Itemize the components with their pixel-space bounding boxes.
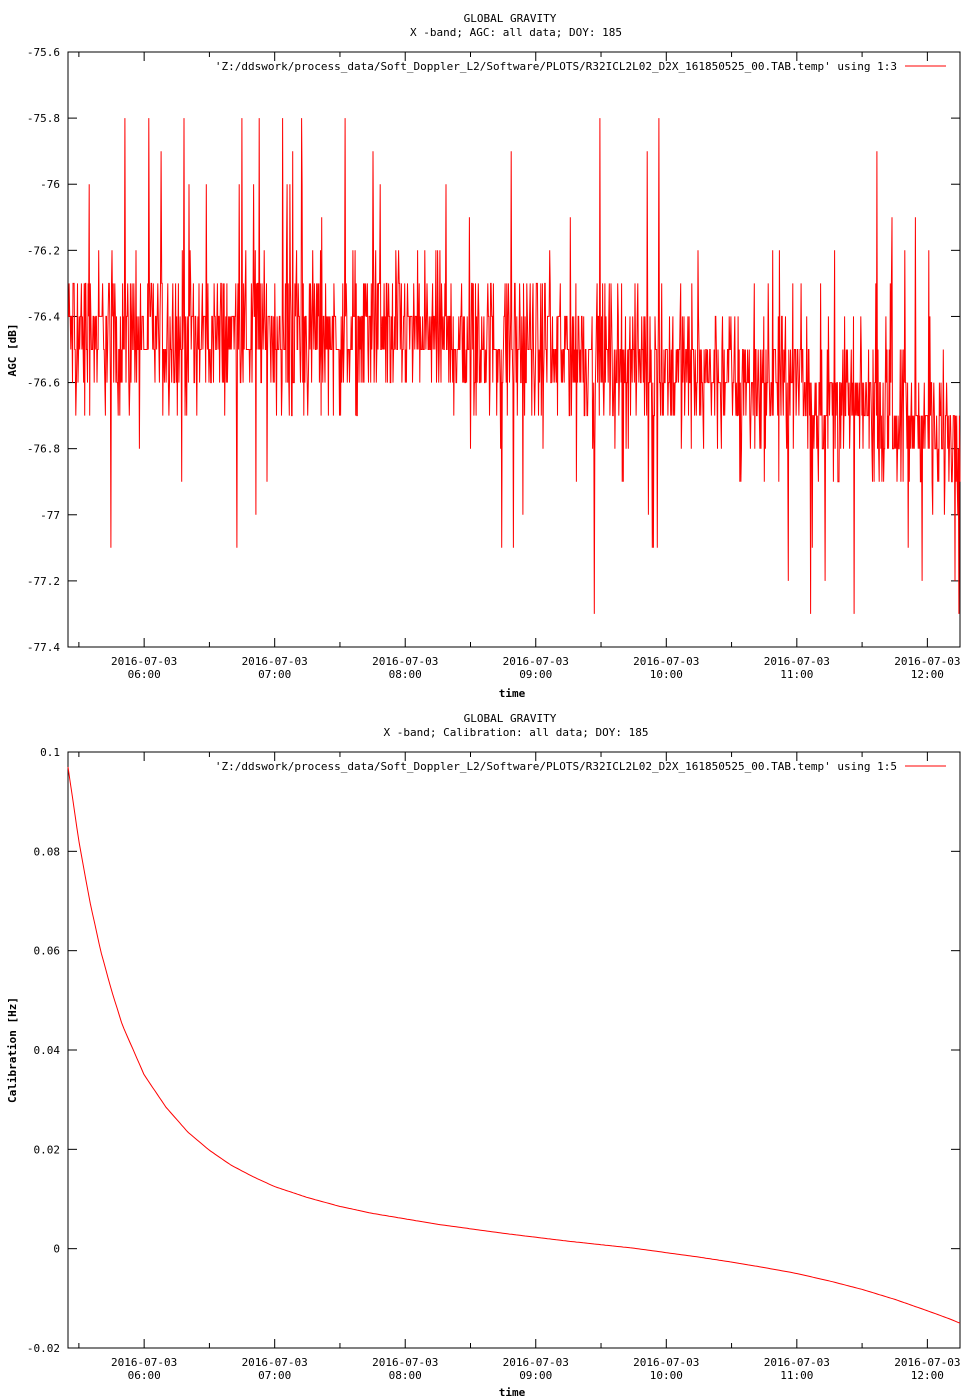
x-tick-label-time: 09:00	[519, 1369, 552, 1382]
chart-agc: GLOBAL GRAVITY X -band; AGC: all data; D…	[6, 12, 961, 700]
y-tick-label: -76	[40, 178, 60, 191]
x-tick-label-date: 2016-07-03	[372, 655, 438, 668]
series-area	[67, 766, 961, 1324]
y-tick-label: -76.4	[27, 310, 60, 323]
chart-subtitle: X -band; AGC: all data; DOY: 185	[410, 26, 622, 39]
x-tick-label-time: 10:00	[650, 668, 683, 681]
y-tick-label: -75.6	[27, 46, 60, 59]
y-tick-label: -76.8	[27, 443, 60, 456]
y-axis-label: AGC [dB]	[6, 324, 19, 377]
x-tick-label-time: 12:00	[911, 668, 944, 681]
x-tick-label-time: 10:00	[650, 1369, 683, 1382]
x-tick-label-time: 08:00	[389, 668, 422, 681]
x-tick-label-time: 09:00	[519, 668, 552, 681]
y-tick-label: -77.2	[27, 575, 60, 588]
x-tick-label-date: 2016-07-03	[764, 655, 830, 668]
y-tick-label: -76.6	[27, 377, 60, 390]
y-tick-label: -0.02	[27, 1342, 60, 1355]
x-axis-label: time	[499, 1386, 526, 1399]
x-tick-label-date: 2016-07-03	[633, 655, 699, 668]
x-tick-label-date: 2016-07-03	[894, 655, 960, 668]
series-area	[68, 118, 961, 614]
y-tick-label: 0	[53, 1243, 60, 1256]
x-tick-label-date: 2016-07-03	[111, 1356, 177, 1369]
x-tick-label-date: 2016-07-03	[242, 655, 308, 668]
series-line	[67, 766, 961, 1324]
x-tick-label-date: 2016-07-03	[372, 1356, 438, 1369]
legend: 'Z:/ddswork/process_data/Soft_Doppler_L2…	[215, 760, 946, 773]
chart-calibration: GLOBAL GRAVITY X -band; Calibration: all…	[6, 712, 961, 1399]
x-axis-label: time	[499, 687, 526, 700]
legend-label: 'Z:/ddswork/process_data/Soft_Doppler_L2…	[215, 60, 897, 73]
series-line	[68, 118, 961, 614]
x-tick-label-time: 07:00	[258, 1369, 291, 1382]
y-tick-label: -76.2	[27, 244, 60, 257]
x-tick-label-date: 2016-07-03	[503, 1356, 569, 1369]
y-axis-label: Calibration [Hz]	[6, 997, 19, 1103]
chart-title: GLOBAL GRAVITY	[464, 12, 557, 25]
x-tick-label-time: 11:00	[780, 668, 813, 681]
y-axis: -75.6 -75.8 -76 -76.2 -76.4 -76.6 -76.8 -77 -77.…	[27, 46, 960, 654]
y-tick-label: -77.4	[27, 641, 60, 654]
y-tick-label: 0.06	[34, 945, 61, 958]
x-tick-label-time: 06:00	[128, 1369, 161, 1382]
x-tick-label-date: 2016-07-03	[633, 1356, 699, 1369]
y-tick-label: -77	[40, 509, 60, 522]
x-tick-label-date: 2016-07-03	[764, 1356, 830, 1369]
plot-frame	[67, 51, 961, 648]
x-tick-label-time: 08:00	[389, 1369, 422, 1382]
y-axis: 0.1 0.08 0.06 0.04 0.02 0 -0.02	[27, 746, 960, 1355]
legend: 'Z:/ddswork/process_data/Soft_Doppler_L2…	[215, 60, 946, 73]
x-tick-label-date: 2016-07-03	[242, 1356, 308, 1369]
y-tick-label: 0.02	[34, 1143, 61, 1156]
x-tick-label-date: 2016-07-03	[503, 655, 569, 668]
chart-title: GLOBAL GRAVITY	[464, 712, 557, 725]
x-axis: 2016-07-0306:002016-07-0307:002016-07-03…	[78, 752, 960, 1382]
x-tick-label-time: 12:00	[911, 1369, 944, 1382]
x-axis: 2016-07-0306:002016-07-0307:002016-07-03…	[78, 52, 960, 681]
x-tick-label-date: 2016-07-03	[111, 655, 177, 668]
legend-label: 'Z:/ddswork/process_data/Soft_Doppler_L2…	[215, 760, 897, 773]
chart-subtitle: X -band; Calibration: all data; DOY: 185	[384, 726, 649, 739]
x-tick-label-time: 07:00	[258, 668, 291, 681]
x-tick-label-time: 06:00	[128, 668, 161, 681]
y-tick-label: -75.8	[27, 112, 60, 125]
x-tick-label-time: 11:00	[780, 1369, 813, 1382]
y-tick-label: 0.04	[34, 1044, 61, 1057]
y-tick-label: 0.08	[34, 845, 61, 858]
y-tick-label: 0.1	[40, 746, 60, 759]
x-tick-label-date: 2016-07-03	[894, 1356, 960, 1369]
